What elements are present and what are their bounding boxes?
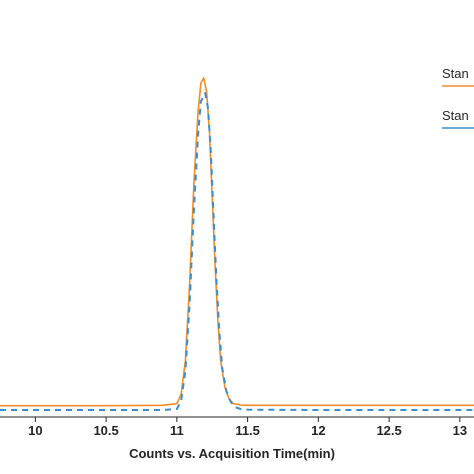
- x-tick-label: 11.5: [235, 423, 260, 438]
- series-line-2: [0, 91, 474, 411]
- series-line-1: [0, 77, 474, 407]
- legend: Stan Stan: [442, 66, 474, 129]
- x-axis-title: Counts vs. Acquisition Time(min): [129, 446, 335, 461]
- x-tick-label: 12.5: [376, 423, 401, 438]
- x-tick-label: 10: [28, 423, 42, 438]
- legend-label-2: Stan: [442, 108, 469, 123]
- x-axis-ticks: 10 10.5 11 11.5 12 12.5 13: [28, 417, 467, 438]
- legend-label-1: Stan: [442, 66, 469, 81]
- x-tick-label: 13: [453, 423, 467, 438]
- x-tick-label: 12: [311, 423, 325, 438]
- series-layer: [0, 77, 474, 411]
- x-tick-label: 10.5: [93, 423, 118, 438]
- x-tick-label: 11: [170, 423, 184, 438]
